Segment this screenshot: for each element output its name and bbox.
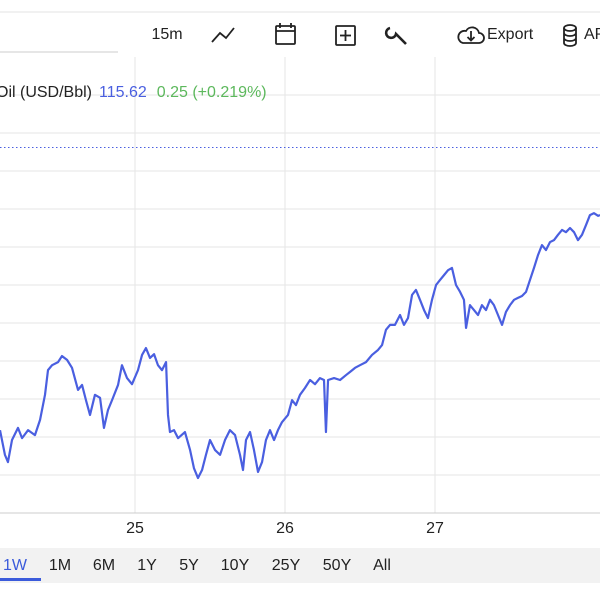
range-button[interactable]: 50Y: [323, 557, 352, 574]
plot: 25 26 27: [0, 57, 600, 537]
database-icon[interactable]: [563, 24, 577, 47]
range-button[interactable]: 10Y: [221, 557, 250, 574]
legend-change: 0.25 (+0.219%): [157, 84, 267, 101]
range-button[interactable]: All: [373, 557, 391, 574]
range-buttons: 1W 1M 6M 1Y 5Y 10Y 25Y 50Y All: [0, 557, 391, 581]
add-icon[interactable]: [335, 25, 356, 46]
api-button[interactable]: API: [584, 26, 600, 43]
x-tick-label: 27: [426, 520, 444, 537]
interval-button[interactable]: 15m: [151, 26, 182, 43]
range-button[interactable]: 1Y: [137, 557, 157, 574]
legend-price: 115.62: [99, 84, 147, 101]
legend-name: Oil (USD/Bbl): [0, 84, 92, 101]
range-button[interactable]: 6M: [93, 557, 115, 574]
range-button[interactable]: 1W: [3, 557, 28, 574]
export-button[interactable]: Export: [487, 26, 534, 43]
range-button[interactable]: 1M: [49, 557, 71, 574]
range-button[interactable]: 5Y: [179, 557, 199, 574]
calendar-icon[interactable]: [275, 23, 296, 45]
range-button[interactable]: 25Y: [272, 557, 301, 574]
price-line: [0, 212, 600, 480]
cloud-download-icon[interactable]: [457, 26, 485, 44]
range-selected-underline: [0, 578, 41, 581]
wrench-icon[interactable]: [384, 26, 407, 45]
x-tick-label: 26: [276, 520, 294, 537]
x-tick-label: 25: [126, 520, 144, 537]
line-icon[interactable]: [211, 27, 235, 43]
range-bar: [0, 548, 600, 583]
